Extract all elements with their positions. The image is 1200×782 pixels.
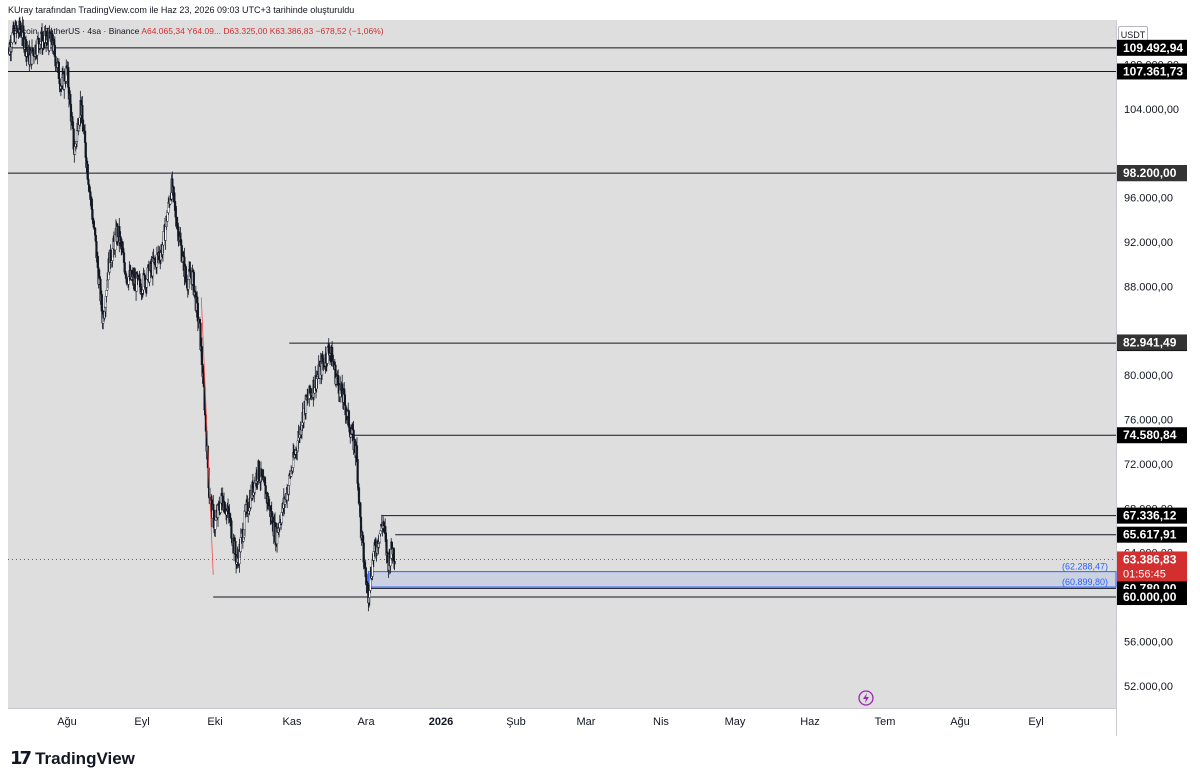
candle-body [37,38,40,45]
candle-body [94,227,97,236]
price-axis[interactable] [1116,20,1193,736]
y-tick-label: 56.000,00 [1124,636,1173,648]
x-tick-label: Nis [653,716,669,728]
y-tick-label: 72.000,00 [1124,459,1173,471]
level-price-tag: 109.492,94 [1123,41,1183,55]
y-tick-label: 76.000,00 [1124,414,1173,426]
y-tick-label: 96.000,00 [1124,193,1173,205]
zone-box [367,571,1117,588]
level-price-tag-bg [1117,427,1187,444]
legend-ohlc: A64.065,34 Y64.09... D63.325,00 K63.386,… [141,26,384,36]
y-tick-label: 88.000,00 [1124,281,1173,293]
candle-body [214,519,217,530]
level-price-tag: 65.617,91 [1123,528,1177,542]
x-tick-label: Haz [800,716,820,728]
candle-body [257,460,261,479]
current-price-tag: 63.386,83 [1123,552,1177,566]
extra-price-tag-bg [1117,334,1187,351]
x-tick-label: Eyl [1028,716,1043,728]
level-price-tag-bg [1117,39,1187,56]
level-price-tag-bg [1117,589,1187,606]
x-tick-label: Ağu [950,716,970,728]
candle-body [94,235,97,242]
x-tick-label: Şub [506,716,526,728]
x-tick-label: Eki [207,716,222,728]
chart-attribution: KUray tarafından TradingView.com ile Haz… [8,5,355,15]
current-price-bg [1117,551,1187,582]
lightning-icon [858,690,874,706]
zone-top-label: (62.288,47) [1062,562,1108,572]
candle-body [393,561,396,565]
candle-body [198,319,201,324]
lightning-bolt [863,693,869,703]
level-price-tag: 107.361,73 [1123,64,1183,78]
y-tick-label: 104.000,00 [1124,104,1179,116]
candle-body [83,130,87,143]
x-tick-label: Eyl [134,716,149,728]
x-tick-label: Ara [357,716,375,728]
fall-segment [200,297,214,575]
candle-body [359,502,362,518]
chart-plot-area[interactable] [8,20,1116,708]
extra-price-tag-bg [1117,165,1187,182]
x-tick-label: Ağu [57,716,77,728]
level-price-tag-bg [1117,63,1187,80]
legend-symbol[interactable]: Bitcoin / TetherUS · 4sa · Binance [12,26,140,36]
x-tick-label: May [725,716,746,728]
level-price-tag: 67.336,12 [1123,509,1177,523]
extra-price-tag: 98.200,00 [1123,166,1177,180]
x-tick-label: Mar [577,716,596,728]
candle-body [361,531,364,537]
x-tick-label: Tem [875,716,896,728]
countdown-label: 01:56:45 [1123,568,1166,580]
tradingview-brand: TradingView [35,748,135,768]
x-tick-label: Kas [283,716,302,728]
candle-body [75,130,79,142]
tradingview-footer: 17 TradingView [10,748,135,769]
candle-body [337,375,340,384]
candle-body [263,477,266,483]
level-price-tag: 74.580,84 [1123,428,1177,442]
candle-body [71,121,75,129]
level-price-tag-bg [1117,507,1187,524]
extra-price-tag: 82.941,49 [1123,335,1177,349]
candle-body [356,459,359,484]
y-tick-label: 52.000,00 [1124,681,1173,693]
candle-body [86,164,89,180]
time-axis[interactable] [8,708,1116,737]
y-tick-label: 80.000,00 [1124,370,1173,382]
candle-body [172,186,175,193]
x-tick-label: 2026 [429,716,453,728]
candle-body [344,405,347,416]
level-price-tag: 60.000,00 [1123,590,1177,604]
tradingview-logo-icon: 17 [10,748,32,769]
symbol-legend[interactable]: Bitcoin / TetherUS · 4sa · Binance A64.0… [12,26,384,36]
candle-body [53,44,56,57]
zone-bottom-label: (60.899,80) [1062,577,1108,587]
y-tick-label: 92.000,00 [1124,237,1173,249]
level-price-tag-bg [1117,526,1187,543]
